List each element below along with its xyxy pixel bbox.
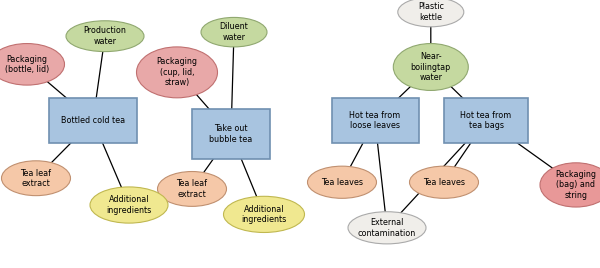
Ellipse shape xyxy=(540,163,600,207)
Text: Tea leaves: Tea leaves xyxy=(423,178,465,187)
Text: Tea leaf
extract: Tea leaf extract xyxy=(20,169,52,188)
Ellipse shape xyxy=(0,43,65,85)
Ellipse shape xyxy=(90,187,168,223)
Text: Packaging
(bottle, lid): Packaging (bottle, lid) xyxy=(5,55,49,74)
Ellipse shape xyxy=(398,0,464,27)
Ellipse shape xyxy=(201,17,267,47)
Text: Tea leaves: Tea leaves xyxy=(321,178,363,187)
Text: Additional
ingredients: Additional ingredients xyxy=(241,205,287,224)
FancyBboxPatch shape xyxy=(192,109,270,159)
Ellipse shape xyxy=(1,161,71,196)
FancyBboxPatch shape xyxy=(444,98,528,143)
Text: Tea leaf
extract: Tea leaf extract xyxy=(176,179,208,199)
Text: Bottled cold tea: Bottled cold tea xyxy=(61,116,125,125)
Ellipse shape xyxy=(66,21,144,51)
Text: Hot tea from
loose leaves: Hot tea from loose leaves xyxy=(349,111,401,130)
Ellipse shape xyxy=(137,47,218,98)
Text: Packaging
(bag) and
string: Packaging (bag) and string xyxy=(556,170,596,200)
Text: External
contamination: External contamination xyxy=(358,218,416,237)
Text: Production
water: Production water xyxy=(83,27,127,46)
FancyBboxPatch shape xyxy=(331,98,419,143)
Text: Additional
ingredients: Additional ingredients xyxy=(106,195,152,215)
FancyBboxPatch shape xyxy=(49,98,137,143)
Text: Packaging
(cup, lid,
straw): Packaging (cup, lid, straw) xyxy=(157,57,197,87)
Ellipse shape xyxy=(394,44,468,91)
Ellipse shape xyxy=(223,196,305,232)
Text: Take out
bubble tea: Take out bubble tea xyxy=(209,124,253,144)
Ellipse shape xyxy=(157,172,227,206)
Ellipse shape xyxy=(348,212,426,244)
Text: Hot tea from
tea bags: Hot tea from tea bags xyxy=(460,111,512,130)
Text: Plastic
kettle: Plastic kettle xyxy=(418,2,444,22)
Text: Diluent
water: Diluent water xyxy=(220,23,248,42)
Ellipse shape xyxy=(409,166,479,198)
Ellipse shape xyxy=(307,166,377,198)
Text: Near-
boilingtap
water: Near- boilingtap water xyxy=(410,52,451,82)
